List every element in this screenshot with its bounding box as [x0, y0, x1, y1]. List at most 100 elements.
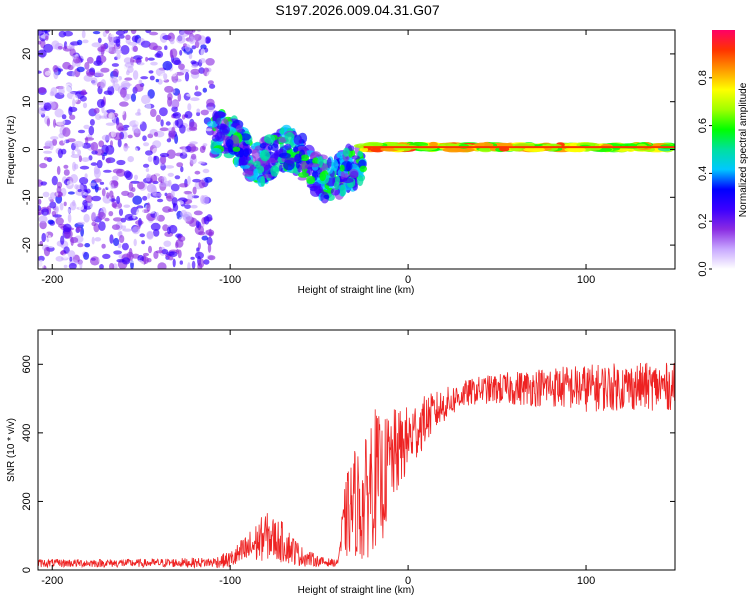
spectrogram-blob — [206, 214, 213, 222]
spectrogram-blob — [108, 211, 114, 217]
spectrogram-blob — [136, 207, 145, 216]
spectrogram-blob — [63, 246, 70, 254]
spectrogram-blob — [150, 61, 158, 66]
spectrogram-blob — [152, 140, 162, 149]
spectrogram-blob — [204, 128, 213, 132]
spectrogram-blob — [98, 140, 105, 148]
spectrogram-blob — [98, 254, 102, 264]
spectrogram-blob — [428, 141, 438, 147]
spectrogram-blob — [135, 119, 143, 125]
spectrogram-blob — [103, 169, 112, 173]
spectrogram-blob — [85, 188, 91, 194]
spectrogram-blob — [204, 176, 213, 183]
spectrogram-blob — [94, 71, 104, 77]
spectrogram-blob — [77, 129, 86, 134]
spectrogram-blob — [79, 259, 83, 269]
spectrogram-blob — [168, 130, 172, 140]
spectrogram-blob — [99, 181, 105, 185]
spectrogram-blob — [96, 99, 105, 108]
spectrogram-blob — [105, 122, 116, 126]
spectrogram-blob — [130, 180, 140, 184]
spectrogram-blob — [200, 48, 206, 58]
spectrogram-blob — [152, 147, 159, 155]
spectrogram-blob — [93, 107, 100, 114]
x-tick-label: -200 — [41, 575, 63, 587]
spectrogram-blob — [207, 255, 216, 261]
spectrogram-blob — [189, 141, 198, 145]
spectrogram-blob — [58, 68, 63, 72]
spectrogram-blob — [207, 80, 214, 85]
spectrogram-blob — [106, 192, 110, 199]
spectrogram-blob — [141, 240, 146, 245]
spectrogram-blob — [172, 202, 176, 208]
spectrogram-blob — [41, 30, 51, 33]
spectrogram-blob — [177, 92, 182, 102]
spectrogram-blob — [157, 262, 167, 269]
spectrogram-blob — [138, 79, 143, 85]
spectrogram-blob — [148, 245, 152, 254]
spectrogram-blob — [270, 165, 279, 177]
spectrogram-blob — [58, 85, 65, 96]
spectrogram-blob — [184, 71, 190, 82]
spectrogram-blob — [168, 251, 178, 258]
spectrogram-blob — [101, 188, 106, 197]
spectrogram-blob — [63, 264, 68, 269]
spectrogram-blob — [111, 63, 119, 67]
spectrogram-blob — [113, 237, 120, 247]
spectrogram-blob — [90, 205, 96, 209]
spectrogram-blob — [195, 85, 199, 91]
spectrogram-blob — [306, 175, 316, 185]
spectrogram-blob — [179, 260, 183, 265]
spectrogram-blob — [104, 217, 110, 222]
spectrogram-blob — [184, 44, 191, 52]
spectrogram-blob — [102, 253, 111, 259]
spectrogram-blob — [251, 148, 260, 159]
spectrogram-blob — [200, 109, 209, 116]
spectrogram-blob — [63, 223, 72, 233]
y-tick-label: 200 — [21, 492, 33, 510]
spectrogram-blob — [347, 145, 355, 151]
spectrogram-blob — [134, 83, 144, 92]
spectrogram-blob — [62, 139, 66, 144]
spectrogram-blob — [127, 156, 134, 163]
spectrogram-blob — [38, 198, 42, 205]
spectrogram-blob — [122, 83, 132, 87]
spectrogram-blob — [153, 155, 160, 166]
spectrogram-x-ticks: -200 -100 0 100 — [41, 30, 595, 286]
spectrogram-blob — [60, 235, 65, 245]
spectrogram-blob — [108, 112, 115, 121]
spectrogram-blob — [71, 150, 75, 156]
spectrogram-blob — [132, 55, 143, 60]
spectrogram-blob — [127, 134, 133, 139]
spectrogram-blob — [167, 96, 173, 107]
spectrogram-blob — [166, 149, 176, 159]
spectrogram-blob — [312, 157, 319, 165]
spectrogram-blob — [232, 146, 241, 152]
spectrogram-blob — [110, 184, 115, 190]
spectrogram-blob — [80, 52, 89, 60]
spectrogram-y-ticks: -20 -10 0 10 20 — [21, 48, 675, 253]
spectrogram-blob — [164, 165, 175, 169]
spectrogram-blob — [132, 214, 136, 219]
spectrogram-blob — [116, 159, 126, 166]
spectrogram-blob — [295, 161, 300, 169]
spectrogram-blob — [182, 146, 187, 155]
spectrogram-blob — [188, 121, 198, 131]
spectrogram-blob — [163, 240, 172, 247]
spectrogram-blob — [180, 166, 184, 173]
spectrogram-blob — [323, 194, 330, 200]
spectrogram-blob — [101, 154, 105, 161]
spectrogram-blob — [187, 193, 194, 201]
spectrogram-blob — [84, 173, 88, 179]
spectrogram-blob — [284, 143, 292, 151]
spectrogram-blob — [126, 66, 134, 73]
spectrogram-blob — [86, 56, 94, 64]
spectrogram-blob — [150, 222, 161, 231]
spectrogram-blob — [91, 236, 95, 245]
spectrogram-blob — [109, 33, 117, 38]
spectrogram-blob — [159, 107, 168, 117]
spectrogram-blob — [105, 145, 115, 155]
spectrogram-blob — [300, 154, 310, 162]
spectrogram-blob — [202, 87, 207, 93]
spectrogram-blob — [115, 30, 125, 36]
